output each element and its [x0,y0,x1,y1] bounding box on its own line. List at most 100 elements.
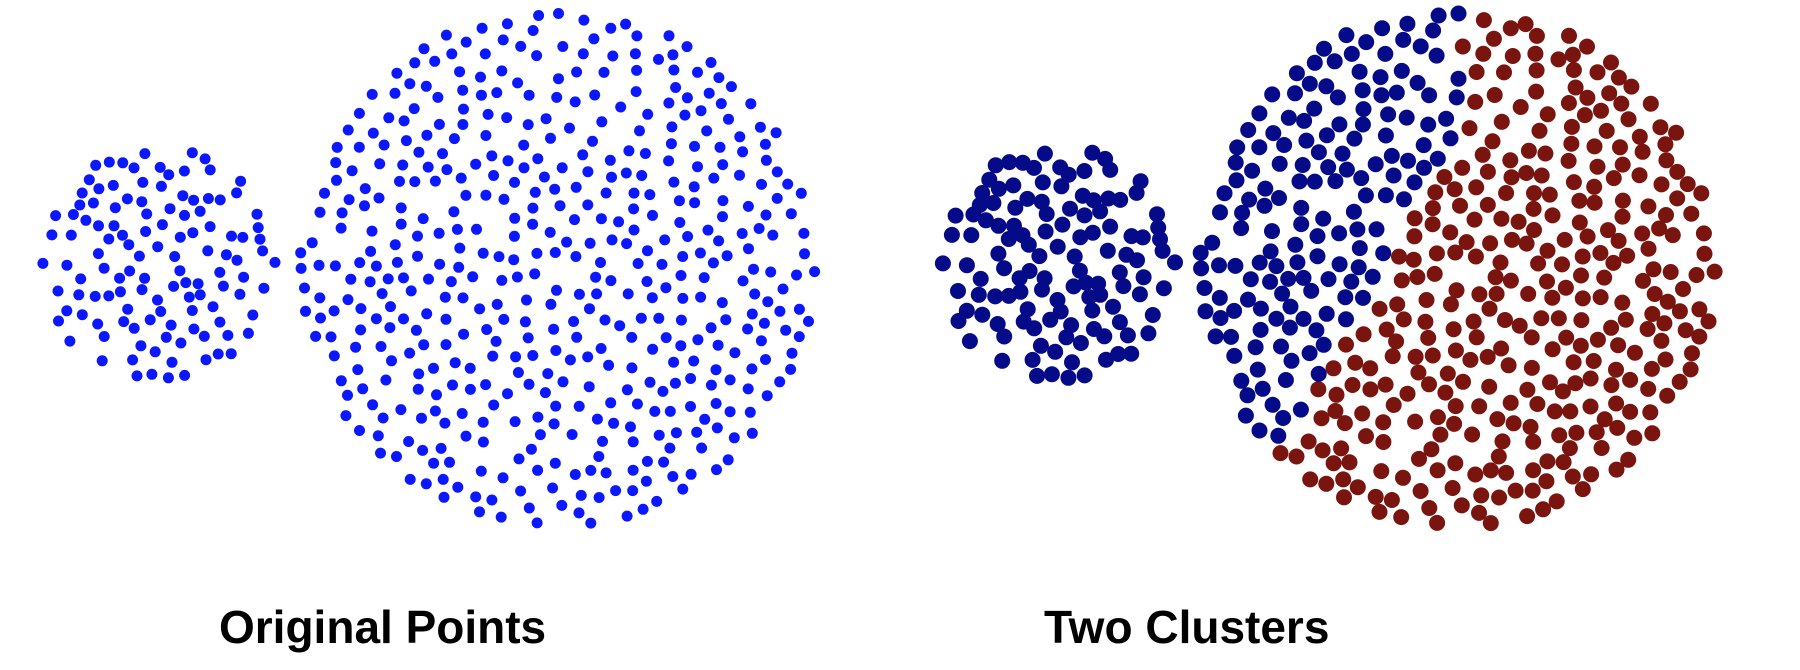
cluster-2-point [1610,232,1627,249]
cluster-2-point [1497,312,1513,328]
cluster-1-point [1102,218,1119,235]
cluster-1-point [1062,200,1078,217]
data-point [771,166,783,178]
data-point [660,332,672,344]
cluster-1-point [1364,268,1381,285]
cluster-2-point [1550,51,1567,68]
data-point [96,355,108,367]
cluster-2-point [1314,442,1331,459]
cluster-2-point [1608,361,1624,378]
cluster-2-point [1512,99,1529,115]
cluster-2-point [1407,413,1424,430]
data-point [458,103,469,115]
data-point [137,176,149,188]
cluster-1-point [1400,152,1416,169]
data-point [445,276,457,288]
data-point [202,193,214,204]
cluster-1-point [1308,322,1325,339]
cluster-2-point [1405,251,1422,268]
cluster-2-point [1523,359,1540,376]
cluster-2-point [1429,462,1446,479]
data-point [386,355,397,367]
cluster-1-point [1438,110,1455,127]
data-point [570,181,582,193]
cluster-2-point [1653,332,1670,349]
cluster-2-point [1318,475,1335,492]
cluster-2-point [1620,111,1637,128]
data-point [353,141,365,153]
cluster-2-point [1614,192,1631,209]
cluster-1-point [1412,38,1429,55]
cluster-1-point [1287,236,1304,253]
data-point [76,187,88,199]
cluster-2-point [1338,336,1354,353]
data-point [522,332,534,344]
cluster-2-point [1684,345,1700,362]
cluster-1-point [1385,167,1402,184]
data-point [330,157,342,169]
data-point [668,176,680,188]
data-point [669,377,681,389]
data-point [707,257,719,269]
data-point [412,230,423,242]
data-point [583,381,595,393]
data-point [698,272,710,284]
cluster-1-point [1334,145,1351,162]
cluster-2-point [1518,165,1535,181]
cluster-1-point [1033,193,1050,210]
data-point [269,256,281,268]
data-point [429,55,441,67]
cluster-2-point [1531,122,1548,139]
data-point [118,316,130,328]
cluster-1-point [970,286,987,303]
data-point [631,398,643,410]
data-point [758,317,770,329]
cluster-1-point [1024,351,1041,368]
cluster-2-point [1412,483,1429,499]
cluster-2-point [1563,118,1580,135]
cluster-2-point [1493,113,1510,130]
cluster-2-point [1567,375,1584,392]
cluster-2-point [1467,466,1484,483]
data-point [640,475,652,487]
cluster-1-point [1268,258,1285,275]
data-point [128,322,140,334]
cluster-1-point [950,313,967,329]
data-point [397,159,409,171]
data-point [127,354,139,366]
cluster-2-point [1371,300,1388,317]
cluster-1-point [1072,229,1089,246]
data-point [742,383,754,395]
cluster-2-point [1610,337,1627,354]
data-point [366,225,378,237]
cluster-1-point [1019,190,1036,207]
cluster-2-point [1608,395,1625,412]
cluster-1-point [950,283,966,299]
cluster-2-point [1533,310,1550,327]
cluster-1-point [1196,280,1213,296]
cluster-1-point [996,328,1013,345]
cluster-1-point [1242,271,1259,288]
cluster-1-point [1077,274,1094,291]
data-point [523,378,535,390]
data-point [677,483,689,495]
data-point [628,203,640,215]
cluster-1-point [1368,221,1385,238]
cluster-2-point [1640,240,1657,257]
data-point [480,379,492,391]
data-point [675,340,687,352]
data-point [479,48,491,60]
data-point [187,227,199,239]
data-point [694,247,706,259]
cluster-2-point [1544,207,1561,224]
data-point [564,122,575,134]
cluster-2-point [1471,504,1487,521]
data-point [603,359,615,371]
data-point [710,364,722,376]
cluster-1-point [1262,243,1279,260]
data-point [548,323,560,335]
cluster-2-point [1498,185,1515,201]
data-point [471,223,482,235]
data-point [108,220,120,232]
data-point [569,469,581,480]
